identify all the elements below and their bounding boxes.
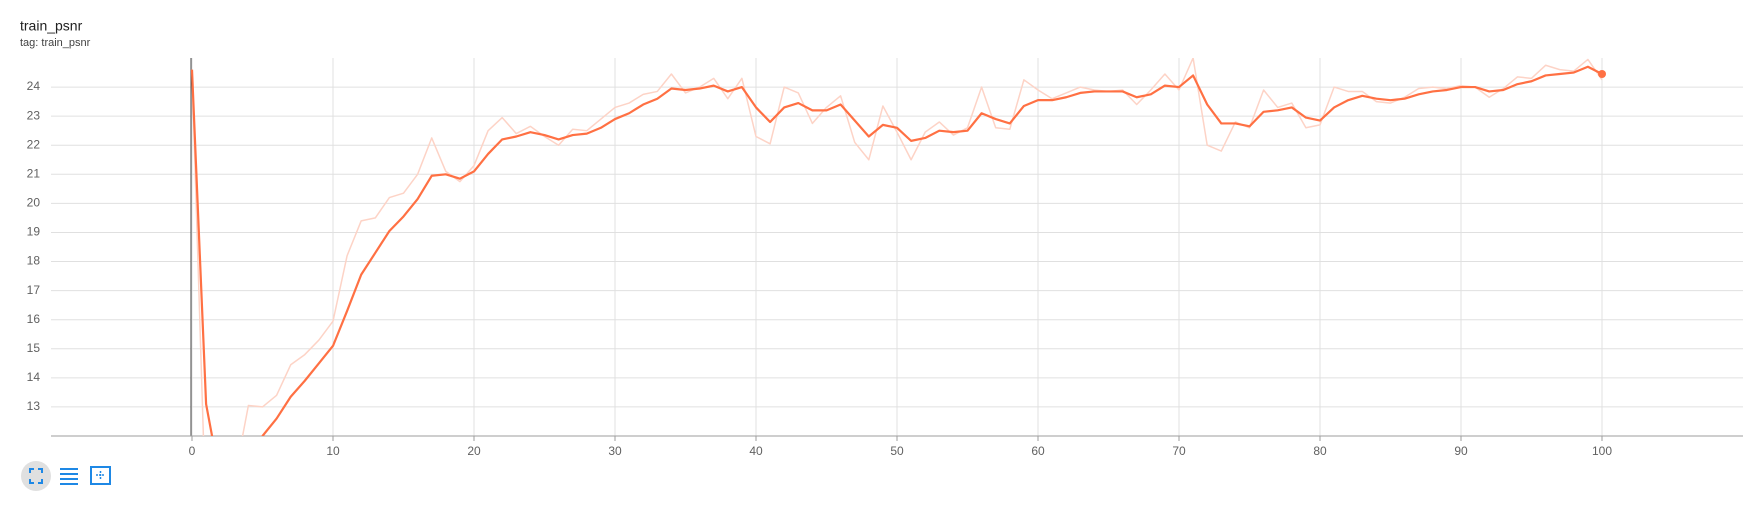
- smoothed-line: [190, 65, 1603, 436]
- x-tick-label: 50: [890, 444, 904, 458]
- y-tick-label: 22: [27, 137, 41, 151]
- x-tick-label: 40: [749, 444, 763, 458]
- x-tick-label: 90: [1454, 444, 1468, 458]
- fullscreen-button[interactable]: [21, 461, 51, 491]
- y-tick-label: 18: [27, 254, 41, 268]
- raw-line: [191, 58, 1603, 436]
- y-tick-label: 13: [27, 399, 41, 413]
- data-table-button[interactable]: [60, 468, 78, 485]
- y-tick-label: 23: [27, 108, 41, 122]
- y-tick-label: 16: [27, 312, 41, 326]
- fit-domain-icon: [96, 471, 105, 479]
- x-tick-label: 100: [1592, 444, 1612, 458]
- x-tick-label: 10: [326, 444, 340, 458]
- y-tick-label: 24: [27, 79, 41, 93]
- grid: [51, 58, 1743, 436]
- y-tick-label: 14: [27, 370, 41, 384]
- toolbar: [21, 461, 111, 491]
- last-point: [1598, 69, 1606, 78]
- y-tick-label: 17: [27, 283, 41, 297]
- plot-area: [190, 58, 1606, 436]
- y-tick-label: 19: [27, 225, 41, 239]
- fullscreen-icon: [29, 468, 43, 484]
- chart-title: train_psnr: [20, 18, 83, 34]
- fit-domain-button[interactable]: [90, 466, 111, 485]
- y-tick-label: 15: [27, 341, 41, 355]
- chart-subtitle: tag: train_psnr: [20, 37, 91, 49]
- x-tick-label: 80: [1313, 444, 1327, 458]
- x-tick-label: 70: [1172, 444, 1186, 458]
- x-tick-label: 0: [189, 444, 196, 458]
- x-tick-label: 60: [1031, 444, 1045, 458]
- x-tick-label: 20: [467, 444, 481, 458]
- x-tick-label: 30: [608, 444, 622, 458]
- y-tick-label: 21: [27, 166, 41, 180]
- y-tick-label: 20: [27, 196, 41, 210]
